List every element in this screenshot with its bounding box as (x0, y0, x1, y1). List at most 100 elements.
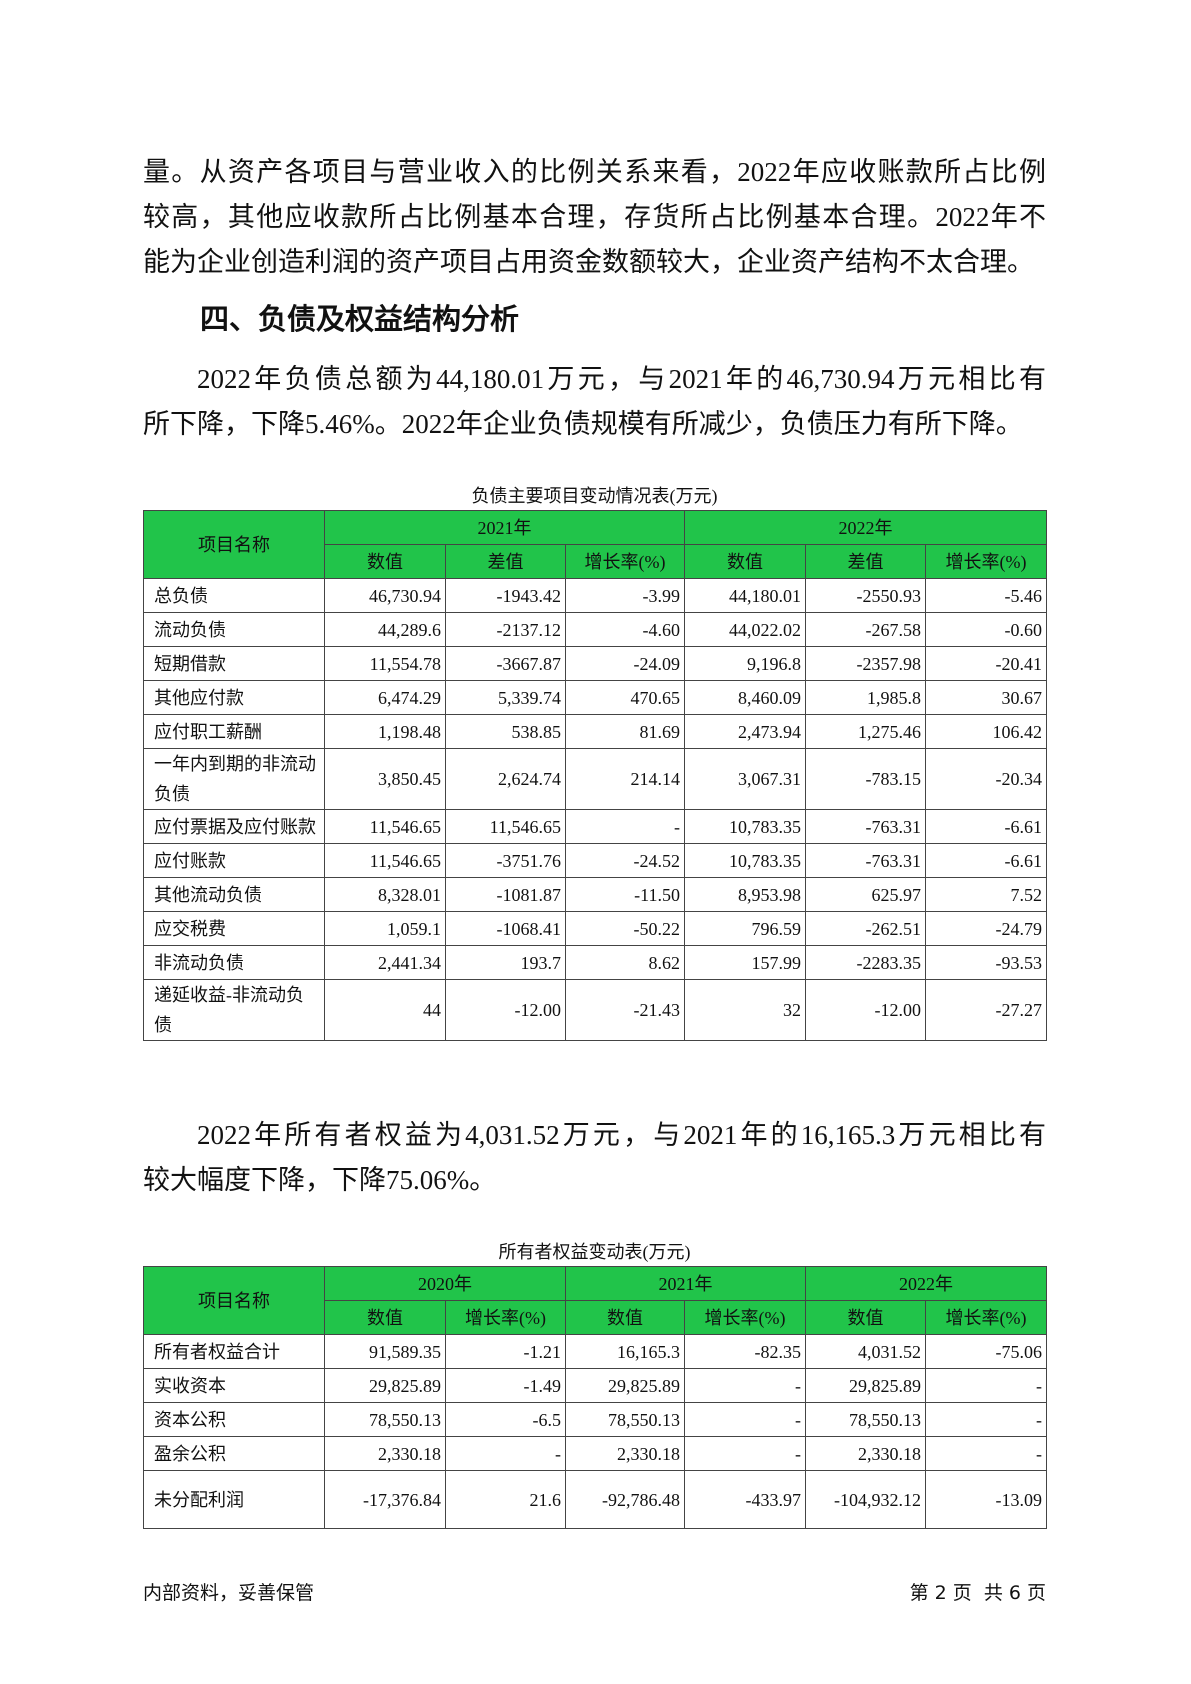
table-row: 未分配利润 -17,376.84 21.6 -92,786.48 -433.97 -104… (143, 1470, 1047, 1529)
table: 项目名称 2021年 2022年 数值 差值 增长率(%) 数值 差值 增长率(%) 总负债 46,… (143, 510, 1047, 1041)
sub-header: 增长率(%) (445, 1300, 566, 1335)
group-header: 2020年 (324, 1266, 566, 1301)
cell-value: 4,031.52 (805, 1334, 926, 1369)
cell-value: -4.60 (565, 612, 685, 647)
text-line: 较大幅度下降，下降75.06%。 (143, 1165, 497, 1195)
cell-value: -267.58 (805, 612, 926, 647)
cell-value: -2137.12 (445, 612, 566, 647)
cell-value: 16,165.3 (565, 1334, 685, 1369)
row-label: 短期借款 (143, 646, 325, 681)
cell-value: 1,198.48 (324, 714, 446, 749)
cell-value: - (684, 1402, 806, 1437)
row-label: 一年内到期的非流动负债 (143, 748, 325, 810)
cell-value: 10,783.35 (684, 843, 806, 878)
cell-value: -5.46 (925, 578, 1047, 613)
text-line: 2022年所有者权益为4,031.52万元，与2021年的16,165.3万元相… (197, 1120, 1046, 1150)
cell-value: -20.41 (925, 646, 1047, 681)
row-label: 资本公积 (143, 1402, 325, 1437)
cell-value: 7.52 (925, 877, 1047, 912)
cell-value: -433.97 (684, 1470, 806, 1529)
cell-value: 470.65 (565, 680, 685, 715)
cell-value: -82.35 (684, 1334, 806, 1369)
sub-header: 数值 (324, 1300, 446, 1335)
cell-value: 1,275.46 (805, 714, 926, 749)
cell-value: 625.97 (805, 877, 926, 912)
cell-value: 9,196.8 (684, 646, 806, 681)
cell-value: -3.99 (565, 578, 685, 613)
table-row: 其他流动负债 8,328.01 -1081.87 -11.50 8,953.98 625.… (143, 877, 1047, 912)
sub-header: 差值 (805, 544, 926, 579)
sub-header: 增长率(%) (684, 1300, 806, 1335)
cell-value: 21.6 (445, 1470, 566, 1529)
cell-value: -12.00 (445, 979, 566, 1041)
table-row: 其他应付款 6,474.29 5,339.74 470.65 8,460.09 1,985… (143, 680, 1047, 715)
group-header: 2021年 (565, 1266, 806, 1301)
cell-value: 796.59 (684, 911, 806, 946)
cell-value: -3751.76 (445, 843, 566, 878)
row-label: 所有者权益合计 (143, 1334, 325, 1369)
cell-value: -12.00 (805, 979, 926, 1041)
cell-value: -1.49 (445, 1368, 566, 1403)
row-label: 应付职工薪酬 (143, 714, 325, 749)
cell-value: -763.31 (805, 843, 926, 878)
cell-value: 106.42 (925, 714, 1047, 749)
cell-value: -1068.41 (445, 911, 566, 946)
sub-header: 增长率(%) (565, 544, 685, 579)
cell-value: -92,786.48 (565, 1470, 685, 1529)
sub-header: 数值 (805, 1300, 926, 1335)
cell-value: 2,330.18 (324, 1436, 446, 1471)
text-line: 较高，其他应收款所占比例基本合理，存货所占比例基本合理。2022年不 (143, 202, 1046, 232)
cell-value: -1943.42 (445, 578, 566, 613)
table-row: 流动负债 44,289.6 -2137.12 -4.60 44,022.02 -267.5… (143, 612, 1047, 647)
cell-value: -104,932.12 (805, 1470, 926, 1529)
cell-value: 91,589.35 (324, 1334, 446, 1369)
cell-value: 8,460.09 (684, 680, 806, 715)
cell-value: -50.22 (565, 911, 685, 946)
table-row: 总负债 46,730.94 -1943.42 -3.99 44,180.01 -2550.… (143, 578, 1047, 613)
cell-value: 44,180.01 (684, 578, 806, 613)
section-heading: 四、负债及权益结构分析 (200, 302, 520, 336)
cell-value: 11,546.65 (445, 809, 566, 844)
row-label: 递延收益-非流动负债 (143, 979, 325, 1041)
table-row: 应交税费 1,059.1 -1068.41 -50.22 796.59 -262.51 -2… (143, 911, 1047, 946)
table: 项目名称 2020年 2021年 2022年 数值 增长率(%) 数值 增长率(%) 数值 增长率… (143, 1266, 1047, 1529)
group-header: 2022年 (805, 1266, 1047, 1301)
cell-value: - (445, 1436, 566, 1471)
header-row: 数值 差值 增长率(%) 数值 差值 增长率(%) (144, 544, 1047, 579)
sub-header: 数值 (684, 544, 806, 579)
table-row: 实收资本 29,825.89 -1.49 29,825.89-29,825.89- (143, 1368, 1047, 1403)
cell-value: -21.43 (565, 979, 685, 1041)
row-label: 其他应付款 (143, 680, 325, 715)
cell-value: -93.53 (925, 945, 1047, 980)
cell-value: 2,330.18 (805, 1436, 926, 1471)
cell-value: 8,953.98 (684, 877, 806, 912)
cell-value: 44 (324, 979, 446, 1041)
cell-value: -2283.35 (805, 945, 926, 980)
row-label: 其他流动负债 (143, 877, 325, 912)
row-label: 应付票据及应付账款 (143, 809, 325, 844)
row-label: 非流动负债 (143, 945, 325, 980)
cell-value: -1081.87 (445, 877, 566, 912)
cell-value: 29,825.89 (324, 1368, 446, 1403)
row-label: 总负债 (143, 578, 325, 613)
cell-value: - (925, 1368, 1047, 1403)
header-row: 项目名称 2021年 2022年 (143, 510, 1047, 579)
cell-value: 8.62 (565, 945, 685, 980)
table-caption: 负债主要项目变动情况表(万元) (471, 486, 718, 506)
sub-header: 差值 (445, 544, 566, 579)
table-row: 短期借款 11,554.78 -3667.87 -24.09 9,196.8 -2357.… (143, 646, 1047, 681)
table-row: 所有者权益合计 91,589.35 -1.21 16,165.3 -82.35 4,031… (143, 1334, 1047, 1369)
table-row: 资本公积 78,550.13 -6.5 78,550.13-78,550.13- (143, 1402, 1047, 1437)
sub-header: 数值 (565, 1300, 685, 1335)
cell-value: 5,339.74 (445, 680, 566, 715)
cell-value: 3,067.31 (684, 748, 806, 810)
footer-note: 内部资料，妥善保管 (143, 1582, 315, 1604)
cell-value: 78,550.13 (324, 1402, 446, 1437)
sub-header: 数值 (324, 544, 446, 579)
table-row: 盈余公积 2,330.18-2,330.18-2,330.18- (143, 1436, 1047, 1471)
cell-value: - (925, 1436, 1047, 1471)
cell-value: 157.99 (684, 945, 806, 980)
cell-value: 44,289.6 (324, 612, 446, 647)
cell-value: 46,730.94 (324, 578, 446, 613)
cell-value: -24.79 (925, 911, 1047, 946)
